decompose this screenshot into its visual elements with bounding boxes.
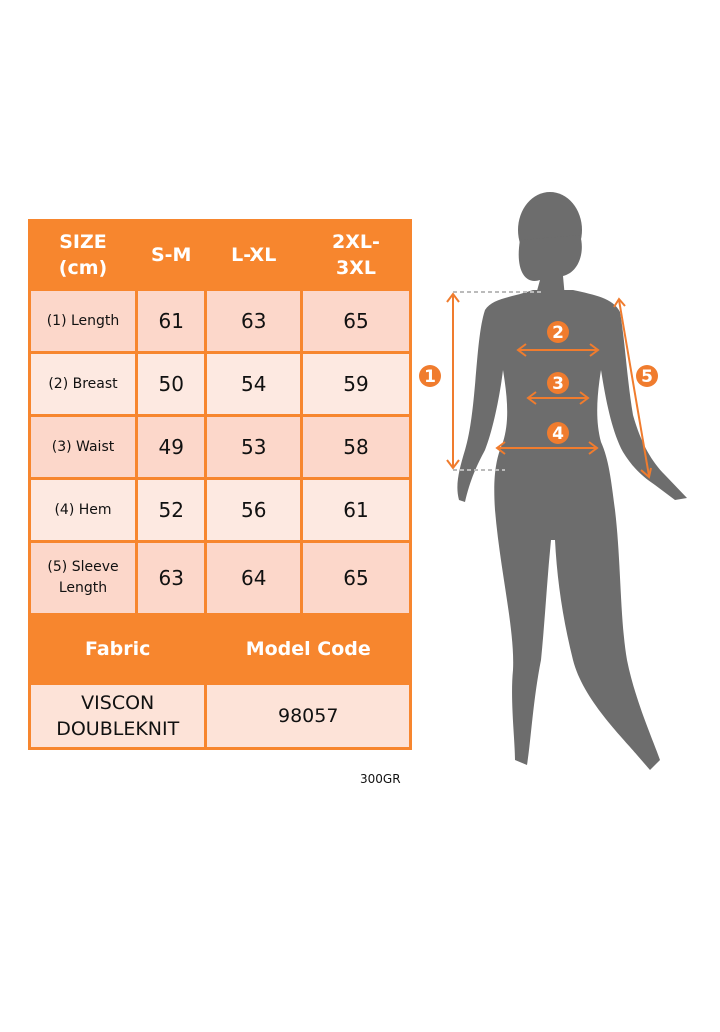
measurement-arrows — [446, 291, 652, 479]
fabric-value-row: VISCON DOUBLEKNIT 98057 — [27, 682, 412, 750]
cell: 56 — [204, 477, 303, 543]
header-l-xl: L-XL — [204, 219, 303, 291]
size-chart-table: SIZE (cm) S-M L-XL 2XL-3XL (1) Length 61 … — [27, 219, 413, 750]
cell: 63 — [134, 540, 208, 616]
cell: 61 — [134, 288, 208, 354]
header-s-m: S-M — [134, 219, 208, 291]
weight-note: 300GR — [360, 772, 401, 786]
cell: 53 — [204, 414, 303, 480]
header-size: SIZE (cm) — [28, 219, 138, 291]
table-row: (1) Length 61 63 65 — [28, 288, 413, 354]
row-label: (1) Length — [28, 288, 138, 354]
cell: 58 — [299, 414, 413, 480]
badge-3: 3 — [547, 372, 569, 394]
svg-text:5: 5 — [641, 367, 653, 387]
row-label: (4) Hem — [28, 477, 138, 543]
row-label: (5) Sleeve Length — [28, 540, 138, 616]
table-row: (4) Hem 52 56 61 — [28, 477, 413, 543]
row-label: (3) Waist — [28, 414, 138, 480]
svg-text:2: 2 — [552, 323, 564, 343]
cell: 54 — [204, 351, 303, 417]
badge-5: 5 — [636, 365, 658, 387]
svg-text:3: 3 — [552, 374, 564, 394]
body-measurement-figure: 1 2 3 4 5 — [419, 192, 687, 770]
fabric-header-row: Fabric Model Code — [27, 613, 412, 685]
cell: 49 — [134, 414, 208, 480]
cell: 65 — [299, 288, 413, 354]
cell: 52 — [134, 477, 208, 543]
badge-4: 4 — [547, 422, 569, 444]
cell: 50 — [134, 351, 208, 417]
header-row: SIZE (cm) S-M L-XL 2XL-3XL — [28, 219, 413, 291]
cell: 61 — [299, 477, 413, 543]
table-row: (3) Waist 49 53 58 — [28, 414, 413, 480]
cell: 64 — [204, 540, 303, 616]
fabric-header: Fabric — [27, 613, 208, 685]
fabric-value: VISCON DOUBLEKNIT — [27, 682, 208, 750]
header-2xl-3xl: 2XL-3XL — [299, 219, 413, 291]
badge-1: 1 — [419, 365, 441, 387]
cell: 63 — [204, 288, 303, 354]
table-row: (2) Breast 50 54 59 — [28, 351, 413, 417]
row-label: (2) Breast — [28, 351, 138, 417]
svg-text:1: 1 — [424, 367, 436, 387]
cell: 65 — [299, 540, 413, 616]
female-silhouette — [457, 192, 687, 770]
badge-2: 2 — [547, 321, 569, 343]
model-code-value: 98057 — [204, 682, 412, 750]
header-2xl-3xl-label: 2XL-3XL — [332, 231, 380, 279]
table-row: (5) Sleeve Length 63 64 65 — [28, 540, 413, 616]
cell: 59 — [299, 351, 413, 417]
svg-text:4: 4 — [552, 424, 564, 444]
model-code-header: Model Code — [204, 613, 412, 685]
